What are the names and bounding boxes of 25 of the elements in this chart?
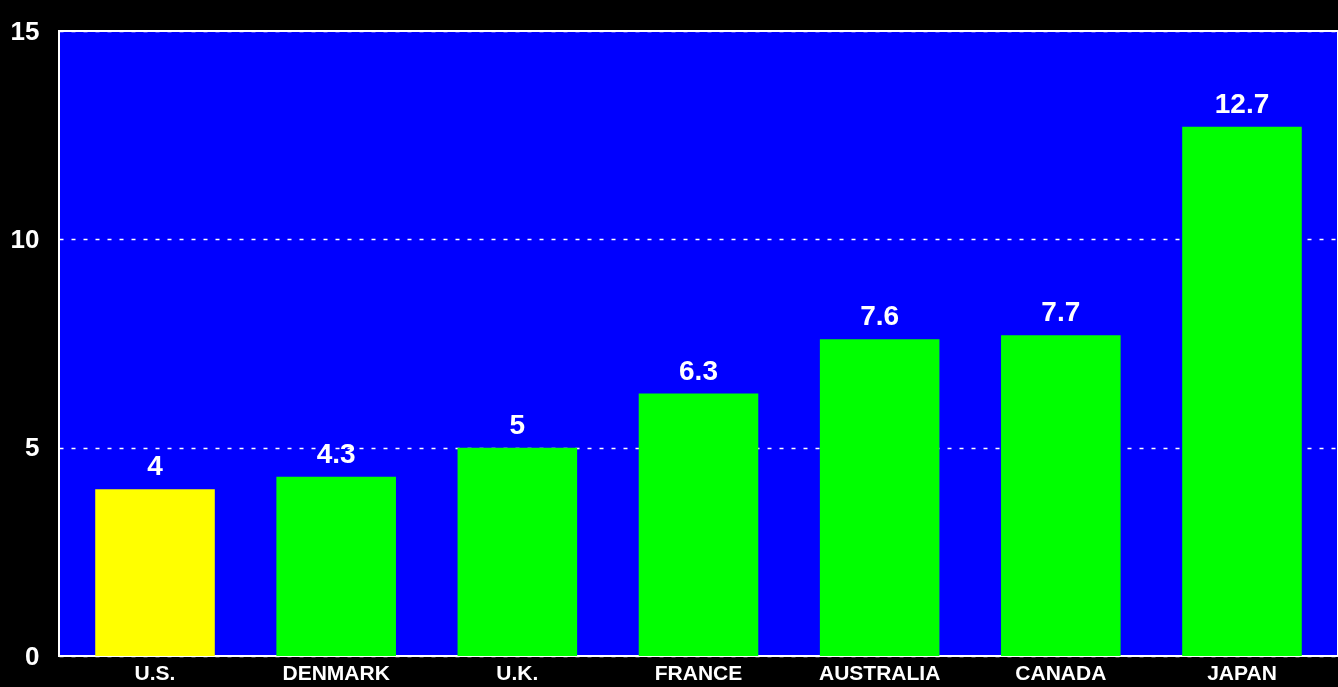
bar: [1001, 335, 1121, 656]
data-label: 5: [509, 408, 526, 440]
y-tick-label: 15: [10, 15, 40, 46]
y-tick-label: 5: [25, 432, 40, 463]
data-label: 7.6: [860, 300, 900, 332]
y-tick-label: 10: [10, 223, 40, 254]
x-tick-label: AUSTRALIA: [819, 660, 941, 684]
x-tick-label: U.S.: [134, 660, 176, 684]
x-tick-label: DENMARK: [282, 660, 390, 684]
data-label: 4: [147, 450, 164, 482]
data-label: 6.3: [679, 354, 718, 386]
x-tick-label: CANADA: [1015, 660, 1107, 684]
y-tick-label: 0: [25, 640, 40, 671]
x-tick-label: JAPAN: [1207, 660, 1277, 684]
bar: [819, 339, 940, 656]
x-tick-label: FRANCE: [654, 660, 743, 684]
data-label: 7.7: [1041, 296, 1081, 328]
data-label: 12.7: [1214, 87, 1270, 119]
bar: [457, 447, 578, 656]
bar: [95, 489, 215, 656]
bar: [1182, 126, 1302, 656]
bar: [638, 393, 759, 656]
x-tick-label: U.K.: [496, 660, 539, 684]
data-label: 4.3: [316, 437, 356, 469]
bar: [276, 476, 396, 656]
